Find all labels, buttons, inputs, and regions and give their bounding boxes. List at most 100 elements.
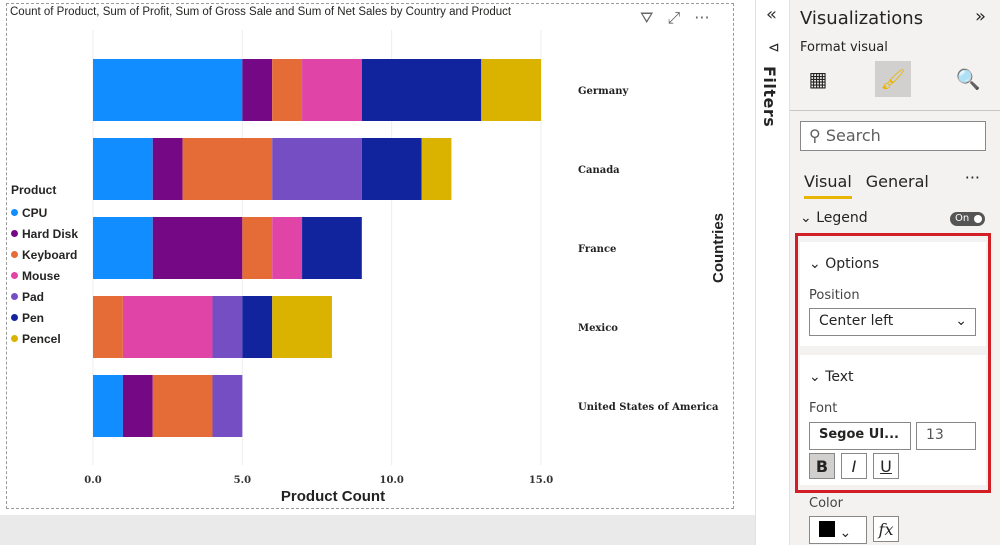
bar-segment-hard-disk — [122, 375, 153, 437]
chevron-down-icon: ⌄ — [809, 256, 826, 272]
collapse-icon[interactable]: « — [766, 4, 778, 25]
font-size-stepper[interactable]: 13 — [916, 422, 976, 450]
country-label: Mexico — [578, 323, 618, 334]
position-label: Position — [809, 288, 860, 303]
bar-segment-mouse — [302, 59, 362, 121]
legend-dot — [11, 209, 18, 216]
bar-segment-pencel — [272, 296, 332, 358]
search-icon: ⚲ — [809, 126, 826, 145]
legend-title: Product — [11, 183, 57, 197]
filters-label: Filters — [760, 66, 779, 128]
bar-segment-keyboard — [272, 59, 303, 121]
more-options-icon[interactable]: ··· — [694, 8, 710, 27]
legend-label: CPU — [22, 205, 48, 220]
filter-icon: ⊲ — [768, 40, 780, 56]
color-picker[interactable]: ⌄ — [809, 516, 867, 544]
tab-visual[interactable]: Visual — [804, 172, 852, 199]
legend-item[interactable]: Pencel — [11, 328, 78, 349]
bar-segment-hard-disk — [242, 59, 273, 121]
more-options[interactable]: ··· — [964, 168, 980, 187]
chevron-down-icon: ⌄ — [955, 313, 967, 329]
filters-pane[interactable]: « ⊲ Filters — [755, 0, 790, 545]
italic-button[interactable]: I — [841, 453, 867, 479]
bar-segment-cpu — [93, 375, 123, 437]
x-tick-label: 5.0 — [234, 475, 251, 486]
legend-item[interactable]: Pen — [11, 307, 78, 328]
bar-segment-cpu — [93, 138, 153, 200]
bar-segment-pen — [361, 138, 422, 200]
bar-segment-keyboard — [93, 296, 123, 358]
legend-label: Keyboard — [22, 247, 78, 262]
bar-segment-mouse — [272, 217, 303, 279]
bar-segment-hard-disk — [152, 217, 243, 279]
x-tick-label: 0.0 — [84, 475, 101, 486]
bar-segment-pen — [361, 59, 482, 121]
format-visual-icon[interactable]: 🖌 — [875, 61, 911, 97]
stacked-bar-visual[interactable] — [6, 3, 734, 509]
legend: Product CPU Hard Disk Keyboard Mouse Pad Pen P… — [11, 182, 78, 349]
legend-label: Pen — [22, 310, 45, 325]
bar-segment-pen — [302, 217, 362, 279]
legend-item[interactable]: Hard Disk — [11, 223, 78, 244]
x-axis-title: Product Count — [281, 488, 385, 505]
visualizations-pane: Visualizations » Format visual ▦ 🖌 🔍 ⚲ S… — [790, 0, 1000, 545]
x-tick-label: 10.0 — [379, 475, 403, 486]
font-dropdown[interactable]: Segoe UI... — [809, 422, 911, 450]
expand-icon[interactable]: » — [974, 6, 986, 27]
legend-item[interactable]: CPU — [11, 202, 78, 223]
filter-icon[interactable]: ⛛ — [640, 8, 654, 27]
format-visual-label: Format visual — [800, 40, 888, 55]
focus-mode-icon[interactable]: ⤢ — [667, 8, 681, 27]
bar-segment-keyboard — [242, 217, 273, 279]
legend-item[interactable]: Mouse — [11, 265, 78, 286]
underline-button[interactable]: U — [873, 453, 899, 479]
legend-label: Mouse — [22, 268, 61, 283]
country-label: Canada — [578, 165, 620, 176]
x-tick-label: 15.0 — [529, 475, 553, 486]
build-visual-icon[interactable]: ▦ — [808, 67, 828, 91]
bar-segment-pad — [212, 296, 243, 358]
legend-item[interactable]: Pad — [11, 286, 78, 307]
highlight-box — [795, 233, 991, 493]
color-label: Color — [809, 496, 843, 511]
legend-label: Pencel — [22, 331, 61, 346]
country-label: United States of America — [578, 402, 719, 413]
page-tabs-bar — [0, 515, 790, 545]
bar-segment-pad — [212, 375, 243, 437]
legend-dot — [11, 272, 18, 279]
chevron-down-icon: ⌄ — [809, 369, 826, 385]
text-section[interactable]: ⌄ Text — [809, 369, 854, 385]
tab-general[interactable]: General — [865, 172, 929, 191]
legend-dot — [11, 335, 18, 342]
bar-segment-pencel — [481, 59, 541, 121]
bar-segment-cpu — [93, 59, 243, 121]
legend-section[interactable]: ⌄ Legend — [800, 210, 868, 226]
bar-segment-pencel — [421, 138, 452, 200]
bar-segment-mouse — [122, 296, 213, 358]
chevron-down-icon: ⌄ — [800, 210, 817, 226]
pane-title: Visualizations — [800, 8, 924, 29]
fx-button[interactable]: fx — [873, 516, 899, 542]
bar-segment-pad — [272, 138, 362, 200]
visual-title: Count of Product, Sum of Profit, Sum of … — [10, 6, 512, 18]
legend-dot — [11, 251, 18, 258]
legend-label: Pad — [22, 289, 45, 304]
bar-segment-keyboard — [182, 138, 273, 200]
bold-button[interactable]: B — [809, 453, 835, 479]
bar-segment-pen — [242, 296, 273, 358]
bar-segment-keyboard — [152, 375, 213, 437]
options-section[interactable]: ⌄ Options — [809, 256, 880, 272]
legend-item[interactable]: Keyboard — [11, 244, 78, 265]
report-canvas: Count of Product, Sum of Profit, Sum of … — [6, 3, 734, 509]
position-dropdown[interactable]: Center left ⌄ — [809, 308, 976, 336]
search-input[interactable]: ⚲ Search — [800, 121, 986, 151]
country-label: Germany — [578, 86, 630, 97]
legend-dot — [11, 293, 18, 300]
legend-dot — [11, 230, 18, 237]
legend-toggle[interactable]: On — [950, 212, 985, 226]
font-label: Font — [809, 401, 838, 416]
legend-dot — [11, 314, 18, 321]
legend-label: Hard Disk — [22, 226, 79, 241]
analytics-icon[interactable]: 🔍 — [955, 67, 981, 91]
bar-segment-hard-disk — [152, 138, 183, 200]
